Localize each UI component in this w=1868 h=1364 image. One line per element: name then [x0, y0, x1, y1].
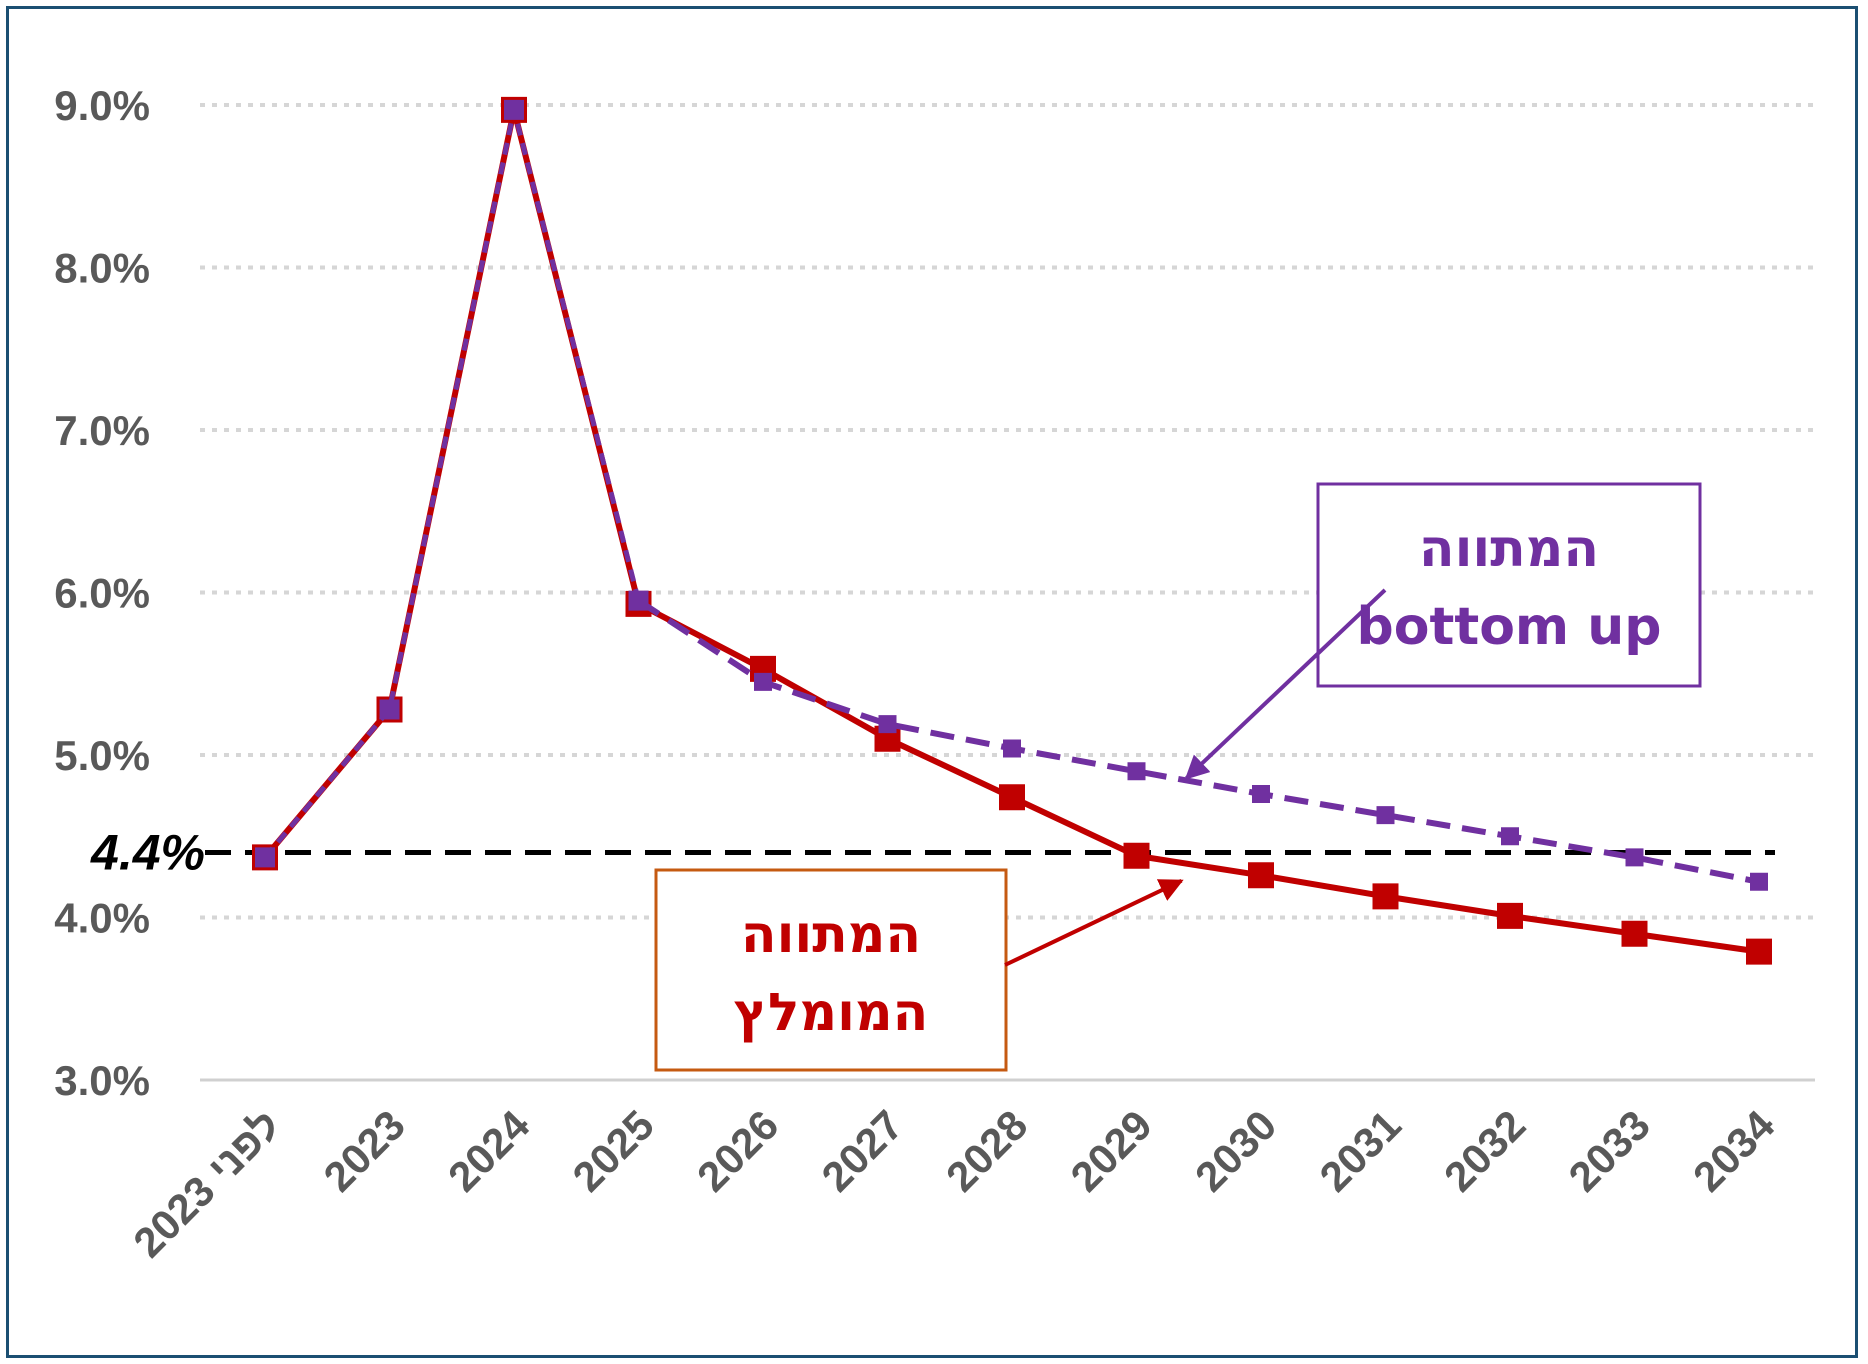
reference-line-group: 4.4%: [90, 825, 1775, 881]
x-tick-label: 2025: [564, 1101, 663, 1200]
x-axis: לפני 2023 2023 2024 2025 2026 2027 2028 2029 203…: [124, 1101, 1784, 1267]
point-recommended: [1372, 883, 1399, 910]
y-tick-label: 9.0%: [54, 82, 150, 129]
series-line-bottom-up-overlap: [263, 107, 641, 860]
y-axis: 9.0% 8.0% 7.0% 6.0% 5.0% 4.0% 3.0%: [54, 82, 150, 1104]
point-bottom-up: [1750, 872, 1768, 891]
point-bottom-up: [1003, 739, 1021, 758]
x-tick-label: 2033: [1560, 1101, 1659, 1200]
y-tick-label: 6.0%: [54, 570, 150, 617]
point-recommended: [1123, 842, 1150, 869]
x-tick-label: 2031: [1311, 1101, 1410, 1200]
point-recommended: [1497, 902, 1523, 929]
annotation-box-bottom_up: [1316, 482, 1702, 688]
x-tick-label: 2027: [813, 1101, 912, 1200]
point-bottom-up: [754, 672, 772, 691]
point-bottom-up: [628, 590, 649, 611]
point-bottom-up: [379, 699, 400, 720]
x-tick-label: 2024: [439, 1101, 539, 1201]
point-recommended: [999, 784, 1025, 811]
point-recommended: [1248, 862, 1274, 889]
point-bottom-up: [1625, 848, 1644, 867]
y-tick-label: 3.0%: [54, 1057, 150, 1104]
annotation-title-bottom_up: המתווה: [1419, 519, 1599, 579]
point-recommended: [1746, 938, 1772, 965]
point-bottom-up: [1252, 785, 1270, 803]
annotation-title-recommended: המתווה: [741, 905, 921, 965]
annotation-arrow-recommended: [1004, 878, 1184, 967]
series-line-bottom-up: [636, 598, 1760, 885]
point-bottom-up: [1501, 827, 1519, 846]
x-tick-label: 2028: [937, 1101, 1036, 1200]
x-tick-label: 2030: [1186, 1101, 1285, 1200]
annotations-group: המתווה bottom up המתווה המומלץ: [654, 482, 1702, 1072]
y-tick-label: 8.0%: [54, 245, 150, 292]
x-tick-label: 2034: [1684, 1101, 1784, 1201]
y-tick-label: 7.0%: [54, 407, 150, 454]
y-tick-label: 5.0%: [54, 732, 150, 779]
point-bottom-up: [1127, 762, 1146, 781]
x-tick-label: לפני 2023: [124, 1101, 289, 1266]
x-tick-label: 2026: [688, 1101, 787, 1200]
x-tick-label: 2032: [1435, 1101, 1534, 1200]
x-tick-label: 2023: [315, 1101, 414, 1200]
annotation-subtitle-bottom_up: bottom up: [1357, 597, 1662, 657]
y-tick-label: 4.0%: [54, 895, 150, 942]
point-bottom-up: [504, 99, 524, 120]
point-bottom-up: [1376, 806, 1395, 825]
reference-line-label: 4.4%: [90, 825, 205, 881]
series-group: [252, 96, 1772, 965]
x-tick-label: 2029: [1062, 1101, 1161, 1200]
point-recommended: [1621, 920, 1648, 947]
annotation-subtitle-recommended: המומלץ: [734, 983, 929, 1043]
point-bottom-up: [878, 715, 897, 734]
annotation-arrow-bottom_up: [1184, 588, 1387, 780]
point-bottom-up: [255, 847, 275, 868]
annotation-box-recommended: [654, 868, 1008, 1072]
